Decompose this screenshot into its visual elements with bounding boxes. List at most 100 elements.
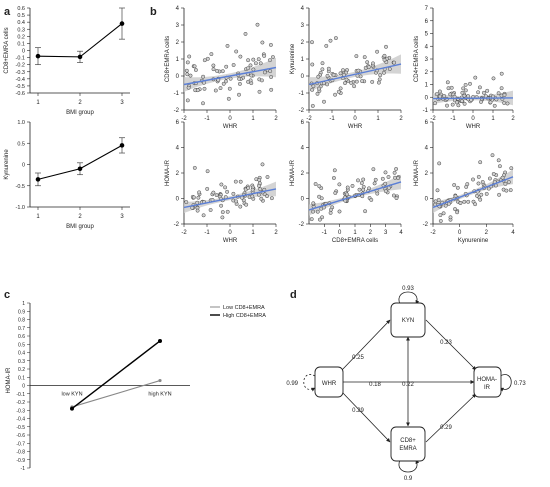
y-tick-label: -0.3 [16, 408, 25, 414]
data-point [383, 189, 388, 194]
data-point [233, 179, 238, 184]
y-tick-label: 0.7 [18, 326, 25, 332]
data-point [246, 79, 251, 84]
x-tick-label: 1 [36, 100, 40, 106]
y-tick-label: -1 [423, 108, 429, 114]
data-point [435, 188, 440, 193]
errorbar-panel-a2: 1.0 0.5 0 -0.5 -1.0 1 2 3 BMI group Kynurenine [4, 120, 130, 230]
data-point [392, 170, 397, 175]
data-point [250, 194, 255, 199]
data-point [322, 99, 326, 104]
x-category-label: low KYN [61, 392, 82, 398]
data-point [226, 96, 231, 101]
interaction-panel-c: 1 0.9 0.8 0.7 0.6 0.5 0.4 0.3 0.2 0.1 0 -0.1 -0.2 -0.… [6, 301, 266, 472]
data-point [265, 194, 269, 199]
data-point [158, 338, 162, 343]
x-tick-label: 2 [511, 116, 515, 122]
y-tick-label: 0.3 [17, 27, 25, 33]
data-point [223, 185, 228, 190]
data-point [251, 57, 256, 62]
x-tick-label: 1 [251, 230, 255, 236]
data-point [352, 84, 357, 89]
y-tick-label: 5 [425, 32, 429, 38]
data-point [259, 196, 264, 201]
fit-line [183, 66, 277, 86]
data-point [481, 90, 486, 95]
data-point [185, 98, 190, 103]
data-point [324, 43, 329, 48]
y-tick-label: 4 [301, 146, 305, 152]
y-axis-label: HOMA-IR [165, 159, 171, 186]
node-whr [314, 366, 344, 398]
x-tick-label: -1 [204, 230, 210, 236]
x-axis-label: WHR [223, 124, 238, 130]
y-tick-label: -0.8 [16, 450, 25, 456]
data-point [225, 43, 230, 48]
data-point [35, 177, 41, 182]
data-point [211, 63, 216, 68]
data-point [311, 209, 316, 214]
data-point [377, 77, 382, 82]
series-line [71, 340, 161, 410]
data-point [221, 81, 226, 86]
data-point [214, 193, 219, 198]
data-point [332, 168, 337, 173]
data-point [396, 176, 401, 181]
data-point [197, 190, 202, 195]
data-point [329, 207, 333, 212]
x-tick-label: 3 [384, 230, 388, 236]
data-point [201, 101, 205, 106]
y-tick-label: -0.5 [16, 184, 25, 190]
y-tick-label: -0.2 [16, 400, 25, 406]
data-point [445, 103, 449, 108]
y-axis-label: HOMA-IR [414, 159, 420, 186]
data-point [365, 60, 370, 65]
data-point [262, 70, 267, 75]
data-point [265, 175, 270, 179]
data-point [256, 57, 261, 62]
x-tick-label: 4 [511, 230, 515, 236]
y-tick-label: 0.5 [18, 342, 25, 348]
data-point [462, 199, 467, 204]
node-cd8-label-2: EMRA [399, 446, 416, 452]
y-tick-label: 7 [425, 6, 429, 12]
x-tick-label: -1 [450, 116, 456, 122]
fit-line [432, 97, 514, 100]
data-point [244, 202, 249, 207]
data-point [502, 93, 507, 97]
data-point [260, 40, 265, 45]
data-point [506, 180, 511, 184]
y-tick-label: -1 [174, 91, 180, 97]
data-point [195, 88, 200, 93]
data-point [268, 42, 273, 47]
legend-label: High CD8+EMRA [223, 313, 266, 319]
data-point [358, 74, 363, 79]
data-point [215, 68, 219, 73]
data-point [262, 53, 267, 58]
y-tick-label: 0 [22, 384, 25, 390]
y-tick-label: 0.5 [17, 141, 25, 147]
data-point [461, 86, 466, 91]
y-tick-label: 0.1 [17, 41, 25, 47]
data-point [333, 92, 338, 97]
data-point [211, 67, 216, 72]
y-tick-label: -2 [423, 222, 429, 228]
data-point [372, 181, 377, 186]
data-point [369, 197, 374, 202]
x-tick-label: -2 [430, 230, 436, 236]
data-point [433, 101, 438, 106]
y-tick-label: -1.0 [16, 205, 25, 211]
x-tick-label: 1 [491, 116, 495, 122]
scatter-panel-b4: 6 4 2 0 -2-2 -1 0 1 2 WHR HOMA-IR [165, 120, 278, 244]
data-point [476, 174, 481, 179]
data-point [453, 207, 457, 212]
data-point [478, 197, 483, 202]
y-tick-label: -0.6 [16, 91, 25, 97]
data-point [319, 196, 324, 201]
x-tick-label: 0 [338, 230, 342, 236]
data-point [268, 69, 273, 74]
data-point [158, 378, 162, 383]
data-point [497, 192, 502, 197]
data-point [505, 101, 510, 106]
